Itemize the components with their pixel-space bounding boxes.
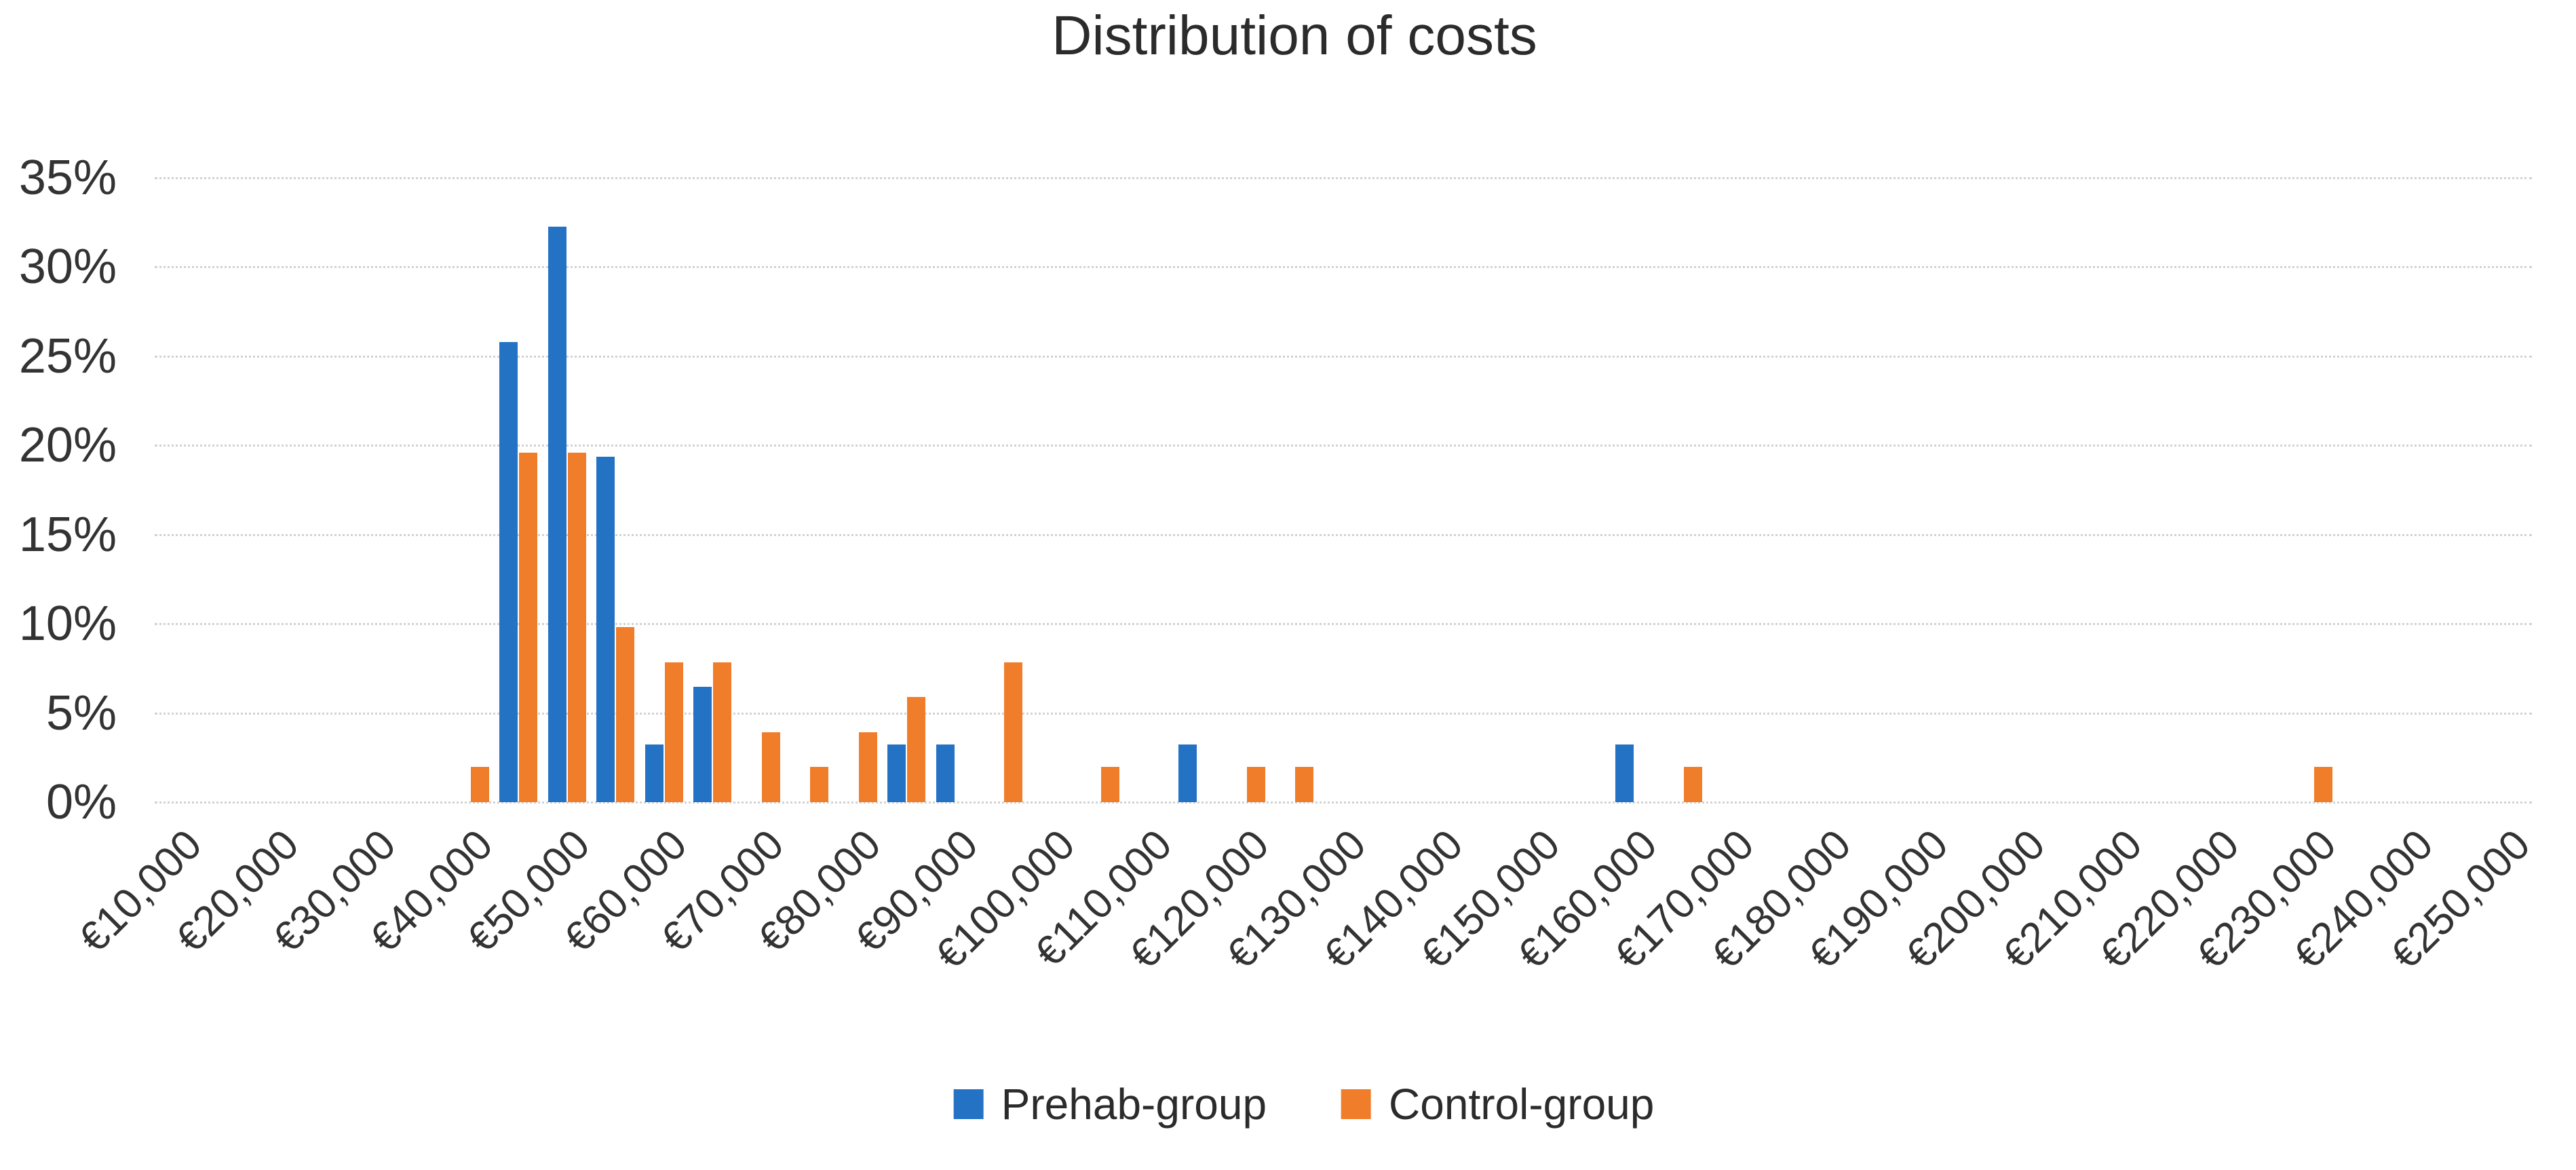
y-axis-label: 0%	[45, 775, 117, 829]
bar-control-group-85000	[907, 697, 926, 802]
bar-prehab-group-90000	[936, 744, 955, 802]
bar-control-group-40000	[470, 767, 489, 802]
y-axis-label: 30%	[18, 240, 117, 295]
bar-control-group-120000	[1246, 767, 1265, 802]
bar-control-group-230000	[2314, 767, 2333, 802]
y-axis-label: 35%	[18, 151, 117, 205]
bar-control-group-45000	[519, 452, 538, 802]
chart-title: Distribution of costs	[1052, 5, 1537, 67]
y-axis-label: 20%	[18, 418, 117, 473]
gridline-35%	[155, 177, 2532, 179]
legend-label: Control-group	[1389, 1080, 1655, 1129]
bar-control-group-165000	[1683, 767, 1702, 802]
bar-control-group-50000	[567, 452, 586, 802]
bar-prehab-group-85000	[887, 744, 906, 802]
bar-control-group-80000	[858, 732, 877, 802]
bar-control-group-75000	[810, 767, 829, 802]
gridline-10%	[155, 623, 2532, 626]
legend-label: Prehab-group	[1001, 1080, 1267, 1129]
legend-item-prehab-group: Prehab-group	[953, 1079, 1267, 1129]
y-axis-label: 25%	[18, 328, 117, 383]
bar-prehab-group-60000	[645, 744, 664, 802]
bar-control-group-70000	[761, 732, 780, 802]
bar-prehab-group-50000	[547, 227, 566, 802]
bar-control-group-125000	[1295, 767, 1314, 802]
bar-control-group-55000	[616, 627, 635, 802]
bar-prehab-group-55000	[596, 457, 615, 802]
gridline-25%	[155, 355, 2532, 358]
gridline-5%	[155, 712, 2532, 715]
legend-swatch-icon	[1341, 1089, 1372, 1119]
bar-control-group-95000	[1004, 662, 1023, 802]
bar-control-group-60000	[664, 662, 683, 802]
y-axis-label: 5%	[45, 685, 117, 740]
legend-item-control-group: Control-group	[1341, 1079, 1654, 1129]
y-axis-label: 10%	[18, 597, 117, 652]
bar-prehab-group-65000	[693, 687, 712, 802]
bar-prehab-group-160000	[1615, 744, 1634, 802]
bar-control-group-65000	[713, 662, 732, 802]
gridline-30%	[155, 266, 2532, 269]
y-axis-label: 15%	[18, 507, 117, 562]
bar-prehab-group-45000	[499, 341, 518, 802]
gridline-20%	[155, 445, 2532, 447]
gridline-0%	[155, 801, 2532, 804]
gridline-15%	[155, 533, 2532, 536]
bar-prehab-group-115000	[1178, 744, 1197, 802]
legend: Prehab-group Control-group	[953, 1079, 1654, 1129]
bar-control-group-105000	[1101, 767, 1120, 802]
legend-swatch-icon	[953, 1089, 984, 1119]
